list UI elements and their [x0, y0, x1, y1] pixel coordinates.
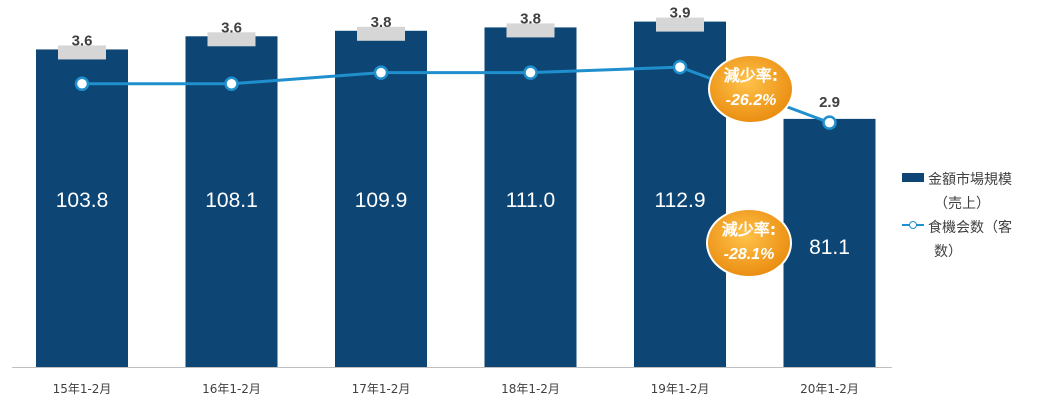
callout-title-1: 減少率:: [724, 66, 778, 85]
point-meal-occasions-6: [822, 115, 837, 130]
bar-sales-2: [185, 36, 278, 367]
callout-badge-1: [708, 54, 794, 124]
callout-title-2: 減少率:: [722, 220, 776, 239]
line-label-box-1: [58, 45, 106, 60]
x-tick-label-2: 16年1-2月: [202, 382, 261, 396]
bar-sales-3: [335, 30, 427, 367]
bar-sales-4: [484, 27, 577, 368]
legend-meal-label: 食機会数（客: [928, 220, 1012, 236]
point-meal-occasions-2: [224, 76, 239, 92]
line-label-box-3: [357, 26, 405, 41]
line-value-label-6: 2.9: [819, 94, 840, 111]
line-series-meal-occasions: [82, 65, 831, 125]
point-meal-occasions-3: [373, 65, 389, 80]
x-tick-label-5: 19年1-2月: [651, 382, 710, 396]
legend-sales-label-cont: （売上）: [934, 196, 990, 212]
x-tick-label-6: 20年1-2月: [800, 382, 859, 396]
line-value-label-4: 3.8: [520, 10, 541, 27]
bar-value-label-3: 109.9: [355, 189, 408, 212]
point-meal-occasions-4: [523, 65, 538, 80]
line-value-label-3: 3.8: [371, 14, 392, 31]
bar-value-label-4: 111.0: [506, 189, 555, 212]
legend: 金額市場規模 （売上） 食機会数（客 数）: [902, 168, 1042, 264]
decrease-rate-callout-1: 減少率: -26.2%: [708, 54, 794, 124]
bar-sales-1: [36, 49, 128, 367]
callout-value-1: -26.2%: [726, 92, 777, 109]
legend-item-meal-occasions: 食機会数（客 数）: [902, 216, 1042, 264]
legend-sales-label: 金額市場規模: [928, 172, 1012, 188]
line-label-box-5: [656, 17, 704, 32]
legend-meal-label-cont: 数）: [934, 244, 962, 260]
line-value-label-2: 3.6: [221, 19, 242, 36]
line-value-label-1: 3.6: [72, 32, 93, 49]
point-meal-occasions-1: [74, 76, 90, 92]
legend-item-sales: 金額市場規模 （売上）: [902, 168, 1042, 216]
bar-value-label-6: 81.1: [809, 236, 850, 259]
bar-sales-6: [783, 118, 876, 368]
x-tick-label-1: 15年1-2月: [53, 382, 112, 396]
legend-bar-swatch: [902, 173, 924, 182]
line-value-label-5: 3.9: [670, 5, 691, 22]
bar-value-label-1: 103.8: [56, 189, 109, 212]
callout-badge-2: [706, 208, 792, 278]
decrease-rate-callout-2: 減少率: -28.1%: [706, 208, 792, 278]
x-tick-label-4: 18年1-2月: [501, 382, 560, 396]
bar-value-label-2: 108.1: [205, 189, 258, 212]
line-label-box-2: [207, 32, 256, 47]
chart-canvas: 103.8 108.1 109.9 111.0 112.9 81.1 3.6 3.6 3.8 3.…: [12, 5, 892, 396]
callout-value-2: -28.1%: [724, 246, 775, 263]
bar-value-label-5: 112.9: [655, 189, 706, 212]
line-label-box-4: [506, 23, 555, 38]
legend-line-swatch: [902, 218, 924, 232]
x-tick-label-3: 17年1-2月: [352, 382, 411, 396]
point-meal-occasions-5: [672, 59, 688, 75]
